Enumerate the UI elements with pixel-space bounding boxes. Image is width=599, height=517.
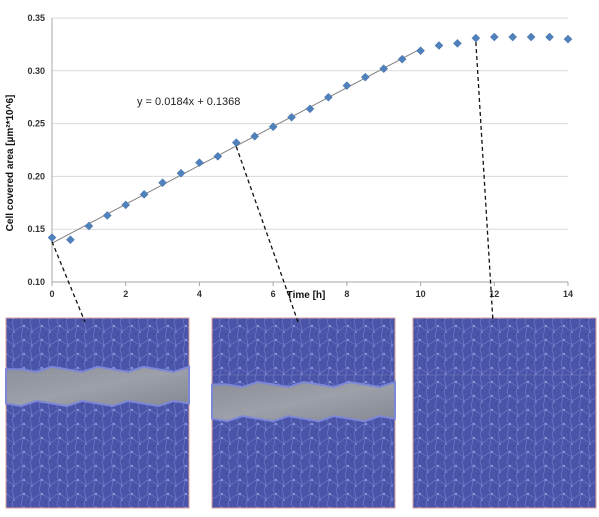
x-tick-label: 4 bbox=[197, 289, 202, 299]
data-point bbox=[66, 235, 75, 245]
trendline-equation: y = 0.0184x + 0.1368 bbox=[137, 96, 240, 108]
data-point bbox=[268, 122, 278, 132]
data-point bbox=[287, 112, 296, 122]
y-tick-label: 0.10 bbox=[27, 277, 45, 287]
y-tick-label: 0.30 bbox=[27, 66, 45, 76]
data-point bbox=[102, 211, 112, 220]
y-tick-label: 0.35 bbox=[27, 13, 45, 23]
data-point bbox=[231, 138, 241, 147]
data-point bbox=[139, 189, 149, 199]
callout-line bbox=[51, 241, 86, 323]
data-point bbox=[453, 38, 462, 48]
data-point bbox=[84, 221, 94, 231]
chart-gridlines bbox=[52, 17, 568, 283]
data-point bbox=[360, 72, 370, 82]
x-tick-label: 6 bbox=[271, 289, 276, 299]
micrograph-open-wound bbox=[5, 317, 190, 509]
cell-layer bbox=[412, 317, 597, 509]
data-point bbox=[545, 32, 554, 42]
x-tick-label: 10 bbox=[416, 289, 426, 299]
micrograph-partial-closure bbox=[211, 317, 396, 509]
data-point bbox=[195, 158, 204, 168]
callout-lines bbox=[51, 42, 494, 323]
data-point bbox=[158, 178, 167, 188]
data-point bbox=[47, 233, 57, 243]
data-points bbox=[47, 32, 573, 245]
chart-axes bbox=[51, 18, 569, 286]
cell-layer bbox=[5, 317, 190, 509]
y-tick-label: 0.20 bbox=[27, 171, 45, 181]
wound-gap bbox=[211, 380, 396, 423]
x-tick-label: 12 bbox=[489, 289, 499, 299]
data-point bbox=[213, 151, 223, 161]
x-tick-label: 14 bbox=[563, 289, 573, 299]
x-axis-label: Time [h] bbox=[287, 290, 326, 301]
micrograph-panels bbox=[5, 317, 597, 509]
data-point bbox=[471, 33, 481, 43]
data-point bbox=[121, 200, 131, 210]
micrograph-closed bbox=[412, 317, 597, 509]
y-tick-labels: 0.10 0.15 0.20 0.25 0.30 0.35 bbox=[27, 13, 45, 287]
y-tick-label: 0.15 bbox=[27, 224, 45, 234]
data-point bbox=[176, 168, 186, 178]
y-tick-label: 0.25 bbox=[27, 119, 45, 129]
x-tick-label: 0 bbox=[49, 289, 54, 299]
data-point bbox=[379, 64, 389, 74]
data-point bbox=[508, 32, 518, 42]
data-point bbox=[324, 92, 333, 102]
data-point bbox=[526, 32, 536, 42]
x-tick-labels: 0 2 4 6 8 10 12 14 bbox=[49, 289, 573, 299]
x-tick-label: 8 bbox=[344, 289, 349, 299]
callout-line bbox=[475, 42, 494, 323]
data-point bbox=[305, 104, 315, 114]
x-tick-label: 2 bbox=[123, 289, 128, 299]
data-point bbox=[434, 41, 444, 50]
callout-line bbox=[235, 146, 299, 323]
data-point bbox=[489, 32, 499, 42]
data-point bbox=[563, 34, 573, 44]
data-point bbox=[416, 46, 425, 56]
data-point bbox=[397, 54, 407, 64]
y-axis-label: Cell covered area [µm²*10^6] bbox=[5, 95, 16, 232]
data-point bbox=[342, 81, 352, 90]
wound-gap bbox=[5, 365, 190, 408]
data-point bbox=[250, 131, 260, 141]
